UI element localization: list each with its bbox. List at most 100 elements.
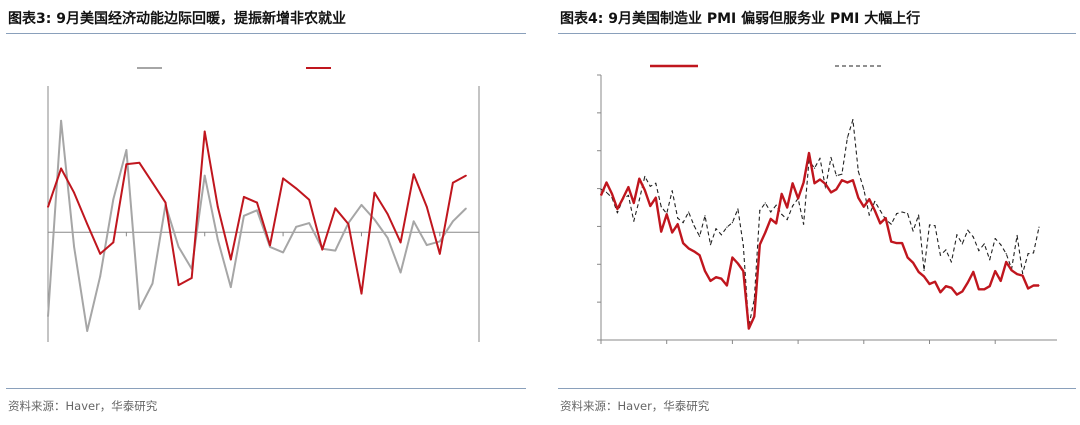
data-point: [682, 242, 684, 244]
data-point: [73, 191, 76, 194]
data-point: [912, 262, 914, 264]
data-point: [655, 197, 657, 199]
data-point: [86, 223, 89, 225]
data-point: [125, 163, 128, 166]
data-point: [901, 211, 903, 213]
data-point: [627, 186, 629, 188]
data-point: [879, 222, 881, 224]
data-point: [229, 258, 232, 261]
data-point: [605, 181, 608, 184]
data-point: [698, 254, 701, 256]
data-point: [73, 246, 76, 248]
data-point: [846, 181, 848, 184]
data-point: [282, 251, 284, 254]
data-point: [742, 244, 744, 246]
chart-panel-left: 图表3: 9月美国经济动能边际回暖，提振新增非农就业 资料来源：Haver，华泰…: [0, 0, 530, 425]
data-point: [863, 188, 865, 190]
data-point: [693, 225, 695, 227]
data-point: [138, 308, 141, 310]
data-point: [1000, 244, 1002, 246]
data-point: [945, 249, 947, 251]
data-point: [939, 254, 942, 256]
data-point: [835, 188, 838, 190]
data-point: [373, 218, 376, 221]
data-point: [934, 225, 936, 227]
data-point: [709, 280, 712, 282]
data-point: [786, 206, 788, 209]
data-point: [638, 178, 640, 180]
data-point: [1027, 253, 1029, 255]
chart-panel-right: 图表4: 9月美国制造业 PMI 偏弱但服务业 PMI 大幅上行 资料来源：Ha…: [552, 0, 1080, 425]
data-point: [1016, 234, 1018, 237]
source-note: 资料来源：Haver，华泰研究: [8, 399, 158, 413]
data-point: [819, 157, 821, 159]
data-point: [978, 288, 980, 290]
data-point: [989, 285, 991, 287]
data-point: [638, 199, 640, 201]
data-point: [731, 222, 733, 224]
data-point: [229, 286, 232, 289]
data-point: [857, 197, 859, 199]
data-point: [660, 231, 662, 233]
data-point: [693, 250, 695, 253]
data-point: [759, 244, 761, 246]
data-point: [874, 209, 876, 212]
data-point: [802, 181, 805, 184]
data-point: [983, 288, 985, 290]
data-point: [950, 261, 952, 263]
data-point: [177, 246, 180, 248]
data-point: [688, 211, 690, 213]
data-point: [737, 262, 739, 265]
data-point: [282, 177, 284, 180]
data-point: [99, 252, 102, 255]
data-point: [802, 223, 805, 225]
data-point: [742, 270, 744, 272]
data-point: [308, 222, 311, 225]
chart-title: 图表4: 9月美国制造业 PMI 偏弱但服务业 PMI 大幅上行: [560, 11, 921, 27]
data-point: [465, 207, 467, 210]
data-point: [830, 191, 832, 193]
data-point: [956, 293, 958, 296]
data-point: [334, 207, 337, 210]
data-point: [203, 174, 206, 177]
data-point: [1027, 287, 1029, 290]
data-point: [852, 119, 854, 121]
data-point: [373, 191, 376, 194]
data-point: [928, 283, 931, 285]
data-point: [412, 173, 415, 176]
data-point: [360, 292, 363, 295]
data-point: [203, 130, 206, 133]
data-point: [737, 208, 739, 210]
data-point: [386, 213, 389, 215]
data-point: [896, 212, 898, 215]
data-point: [726, 226, 728, 228]
data-point: [890, 240, 892, 243]
data-point: [633, 202, 635, 204]
data-point: [819, 178, 821, 181]
data-point: [792, 205, 794, 207]
data-point: [1005, 253, 1007, 255]
data-point: [824, 183, 827, 185]
data-point: [1032, 252, 1035, 254]
data-point: [709, 244, 712, 246]
data-point: [269, 246, 271, 248]
data-point: [295, 187, 298, 190]
data-point: [983, 243, 985, 245]
data-point: [912, 230, 914, 232]
data-point: [967, 229, 969, 231]
data-point: [177, 284, 180, 287]
data-point: [879, 209, 881, 212]
data-point: [465, 174, 467, 177]
title-divider: [558, 33, 1076, 34]
data-point: [961, 243, 963, 245]
data-point: [438, 252, 441, 255]
data-point: [764, 231, 766, 234]
data-point: [216, 205, 219, 208]
title-divider: [6, 33, 526, 34]
data-point: [347, 223, 350, 225]
data-point: [907, 256, 909, 259]
data-point: [868, 198, 870, 200]
data-point: [830, 156, 832, 159]
data-point: [660, 206, 662, 208]
data-point: [824, 187, 827, 189]
